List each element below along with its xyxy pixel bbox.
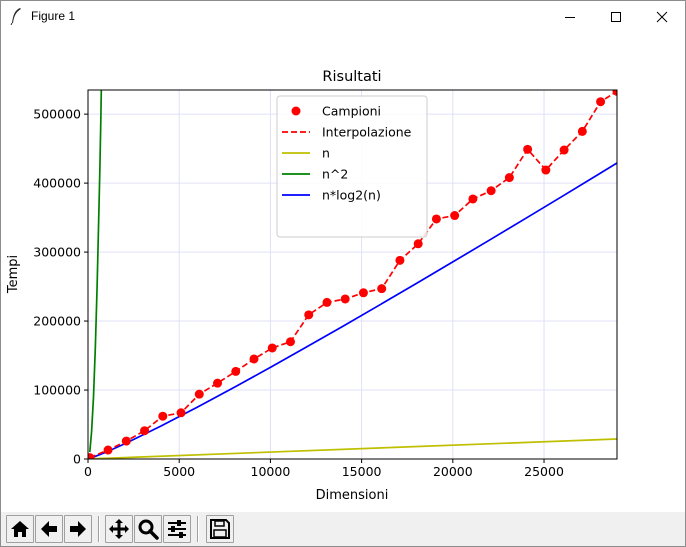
campioni-point: [121, 436, 131, 446]
legend-label: n: [322, 146, 330, 161]
campioni-point: [450, 211, 460, 221]
campioni-point: [577, 126, 587, 136]
x-tick-label: 5000: [163, 464, 195, 479]
axes-frame: [87, 89, 618, 460]
x-tick-label: 15000: [342, 464, 382, 479]
maximize-button[interactable]: [593, 1, 639, 32]
save-button[interactable]: [206, 515, 234, 543]
campioni-point: [213, 378, 223, 388]
campioni-point: [612, 90, 617, 96]
x-tick-label: 25000: [524, 464, 564, 479]
campioni-point: [596, 97, 606, 107]
y-tick-label: 100000: [33, 383, 81, 398]
campioni-point: [486, 186, 496, 196]
navigation-toolbar: [1, 512, 685, 546]
arrow-right-icon: [70, 521, 86, 537]
legend-label: n*log2(n): [322, 188, 381, 203]
campioni-point: [285, 337, 295, 347]
campioni-point: [468, 194, 478, 204]
campioni-point: [231, 366, 241, 376]
campioni-point: [194, 389, 204, 399]
campioni-point: [431, 214, 441, 224]
title-bar[interactable]: Figure 1: [1, 1, 685, 32]
y-tick-label: 0: [73, 452, 81, 467]
campioni-point: [322, 297, 332, 307]
campioni-point: [304, 310, 314, 320]
window-title: Figure 1: [31, 9, 76, 23]
campioni-point: [395, 255, 405, 265]
arrow-left-icon: [41, 521, 57, 537]
close-icon: [656, 11, 668, 22]
y-tick-label: 400000: [33, 176, 81, 191]
series-layer: [88, 90, 617, 459]
x-tick-label: 0: [84, 464, 92, 479]
campioni-point: [541, 165, 551, 175]
chart[interactable]: Risultati 0 5000 10000 15000 20000 25000 0 1000…: [1, 32, 685, 512]
configure-subplots-button[interactable]: [163, 515, 191, 543]
back-button[interactable]: [35, 515, 63, 543]
chart-title: Risultati: [322, 69, 381, 85]
campioni-point: [523, 144, 533, 154]
forward-button[interactable]: [64, 515, 92, 543]
n-2-line: [88, 90, 103, 453]
n-line: [89, 438, 617, 459]
legend: Campioni Interpolazione n n^2 n*log2(n): [276, 95, 428, 238]
minimize-icon: [565, 16, 575, 18]
campioni-point: [413, 239, 423, 249]
close-button[interactable]: [639, 1, 685, 32]
toolbar-separator: [98, 516, 100, 542]
y-tick-label: 300000: [33, 245, 81, 260]
floppy-disk-icon: [210, 519, 230, 539]
campioni-point: [88, 453, 95, 459]
campioni-point: [358, 288, 368, 298]
x-tick-label: 20000: [433, 464, 473, 479]
campioni-point: [559, 145, 569, 155]
maximize-icon: [611, 11, 621, 22]
home-button[interactable]: [6, 515, 34, 543]
campioni-point: [249, 354, 259, 364]
y-tick-label: 200000: [33, 314, 81, 329]
campioni-point: [340, 294, 350, 304]
campioni-point: [140, 426, 150, 436]
sliders-icon: [168, 520, 186, 538]
zoom-button[interactable]: [134, 515, 162, 543]
campioni-point: [504, 173, 514, 183]
plot-area[interactable]: Risultati 0 5000 10000 15000 20000 25000 0 1000…: [1, 32, 685, 512]
campioni-point: [103, 445, 113, 455]
x-tick-label: 10000: [251, 464, 291, 479]
series-group: [88, 90, 617, 459]
pan-button[interactable]: [105, 515, 133, 543]
y-axis-label: Tempi: [6, 255, 21, 294]
toolbar-separator: [197, 516, 199, 542]
legend-label: Interpolazione: [322, 125, 412, 140]
campioni-point: [176, 408, 186, 418]
legend-box: [276, 95, 428, 238]
legend-label: n^2: [322, 167, 348, 182]
legend-marker: [291, 106, 301, 116]
ticks: 0 5000 10000 15000 20000 25000 0 100000 200000 30…: [33, 107, 564, 479]
magnifier-icon: [138, 519, 159, 540]
campioni-point: [158, 411, 168, 421]
home-icon: [11, 521, 29, 537]
minimize-button[interactable]: [547, 1, 593, 32]
move-icon: [109, 519, 129, 539]
x-axis-label: Dimensioni: [316, 488, 389, 503]
feather-icon: [10, 8, 21, 25]
y-tick-label: 500000: [33, 107, 81, 122]
legend-label: Campioni: [322, 104, 381, 119]
campioni-point: [267, 343, 277, 353]
campioni-point: [377, 284, 387, 294]
